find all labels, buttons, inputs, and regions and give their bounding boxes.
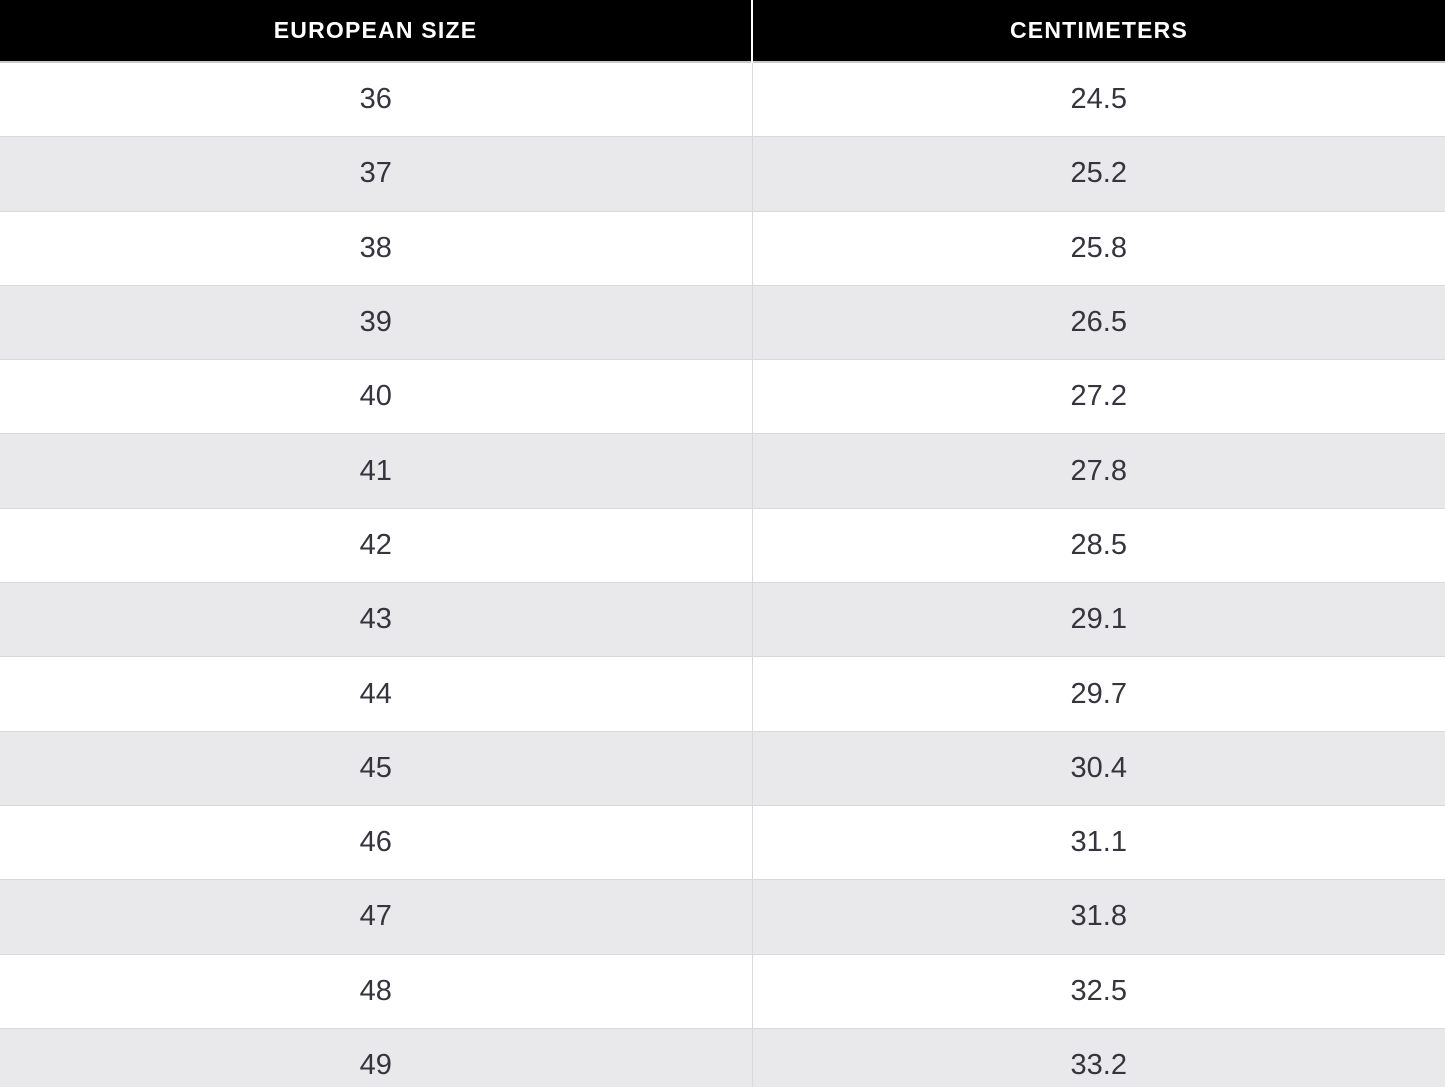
centimeters-cell: 33.2 <box>1070 1049 1127 1081</box>
table-header: EUROPEAN SIZE CENTIMETERS <box>0 0 1445 62</box>
european-size-cell: 36 <box>0 62 753 137</box>
centimeters-cell: 32.5 <box>1070 974 1127 1007</box>
european-size-cell: 46 <box>0 805 753 880</box>
centimeters-cell: 25.8 <box>1070 231 1127 264</box>
european-size-cell: 39 <box>0 285 753 360</box>
centimeters-cell: 31.1 <box>1070 826 1127 859</box>
centimeters-cell: 29.1 <box>1070 603 1127 636</box>
table-row: 40 27.2 <box>0 359 1445 434</box>
table-row: 44 29.7 <box>0 656 1445 732</box>
table-row: 48 32.5 <box>0 954 1445 1029</box>
european-size-cell: 37 <box>0 136 753 212</box>
table-row: 46 31.1 <box>0 805 1445 880</box>
european-size-cell: 45 <box>0 731 753 806</box>
table-row: 41 27.8 <box>0 433 1445 509</box>
centimeters-cell: 29.7 <box>1070 677 1127 710</box>
european-size-cell: 44 <box>0 656 753 732</box>
table-row: 47 31.8 <box>0 879 1445 955</box>
table-row: 45 30.4 <box>0 731 1445 806</box>
table-body: 36 24.5 37 25.2 38 25.8 39 26.5 40 27.2 … <box>0 62 1445 1087</box>
centimeters-cell: 31.8 <box>1070 900 1127 933</box>
table-row: 39 26.5 <box>0 285 1445 360</box>
table-row: 36 24.5 <box>0 62 1445 137</box>
column-header-centimeters: CENTIMETERS <box>752 0 1445 62</box>
column-header-european-size: EUROPEAN SIZE <box>0 0 753 62</box>
table-row: 38 25.8 <box>0 211 1445 286</box>
european-size-cell: 47 <box>0 879 753 955</box>
header-row: EUROPEAN SIZE CENTIMETERS <box>0 0 1445 62</box>
table-row: 37 25.2 <box>0 136 1445 212</box>
centimeters-cell: 27.2 <box>1070 380 1127 413</box>
centimeters-cell: 26.5 <box>1070 306 1127 339</box>
centimeters-cell: 24.5 <box>1070 83 1127 116</box>
european-size-cell: 40 <box>0 359 753 434</box>
centimeters-cell: 25.2 <box>1070 157 1127 190</box>
table-row: 42 28.5 <box>0 508 1445 583</box>
centimeters-cell: 28.5 <box>1070 528 1127 561</box>
centimeters-cell: 27.8 <box>1070 454 1127 487</box>
european-size-cell: 49 <box>0 1028 753 1087</box>
european-size-cell: 43 <box>0 582 753 657</box>
table-row: 49 33.2 <box>0 1028 1445 1087</box>
european-size-cell: 41 <box>0 433 753 509</box>
european-size-cell: 42 <box>0 508 753 583</box>
european-size-cell: 38 <box>0 211 753 286</box>
european-size-cell: 48 <box>0 954 753 1029</box>
centimeters-cell: 30.4 <box>1070 751 1127 784</box>
table-row: 43 29.1 <box>0 582 1445 657</box>
